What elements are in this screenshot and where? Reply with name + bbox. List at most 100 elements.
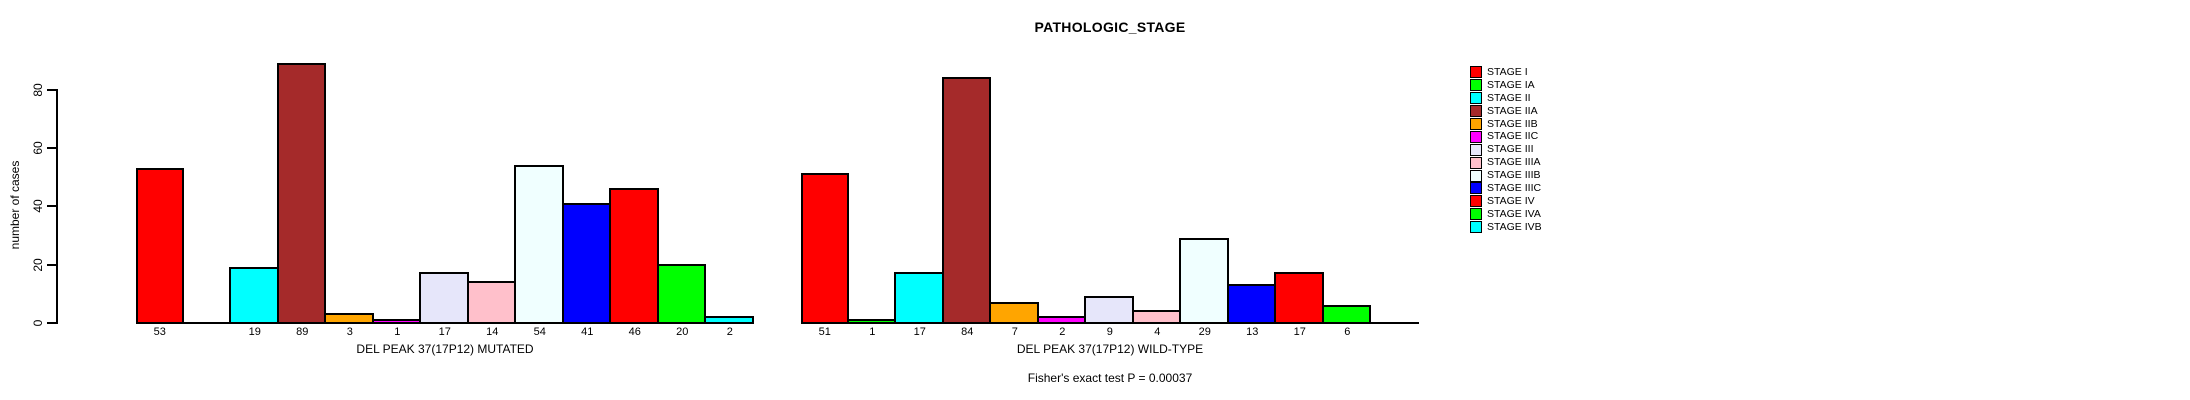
legend-item-stage-iib: STAGE IIB <box>1470 118 1542 131</box>
bar-stage-iia-mutated <box>276 63 326 324</box>
bar-value-label-stage-i-wild-type: 51 <box>818 326 831 338</box>
bar-value-label-stage-iib-mutated: 3 <box>346 326 353 338</box>
bar-stage-i-wild-type <box>801 173 849 324</box>
bar-stage-iib-mutated <box>324 313 374 324</box>
bar-stage-iib-wild-type <box>989 302 1039 324</box>
fisher-test-annotation: Fisher's exact test P = 0.00037 <box>1027 371 1193 385</box>
legend-swatch-stage-iva <box>1470 208 1482 221</box>
bar-value-label-stage-iiib-mutated: 54 <box>533 326 546 338</box>
legend-item-stage-iii: STAGE III <box>1470 143 1542 156</box>
legend-swatch-stage-ia <box>1470 79 1482 92</box>
legend-label-stage-iib: STAGE IIB <box>1487 117 1538 130</box>
legend-item-stage-iiia: STAGE IIIA <box>1470 156 1542 169</box>
y-tick-label-20: 20 <box>31 258 45 272</box>
bar-value-label-stage-iic-wild-type: 2 <box>1059 326 1066 338</box>
legend-swatch-stage-iv <box>1470 195 1482 208</box>
bar-value-label-stage-iia-mutated: 89 <box>296 326 309 338</box>
legend-swatch-stage-ivb <box>1470 221 1482 234</box>
bar-stage-ivb-mutated <box>704 316 754 324</box>
y-axis-line <box>56 89 58 324</box>
chart-title: PATHOLOGIC_STAGE <box>1034 19 1186 35</box>
bar-stage-iia-wild-type <box>941 77 991 324</box>
y-axis-label: number of cases <box>8 160 22 250</box>
bar-value-label-stage-iv-wild-type: 17 <box>1293 326 1306 338</box>
y-tick-60 <box>47 147 56 149</box>
y-tick-label-60: 60 <box>31 141 45 155</box>
bar-stage-iiia-mutated <box>466 281 516 324</box>
bar-stage-iv-wild-type <box>1274 272 1324 324</box>
bar-stage-ii-wild-type <box>894 272 944 324</box>
bar-value-label-stage-ivb-mutated: 2 <box>726 326 733 338</box>
legend-swatch-stage-iiib <box>1470 169 1482 182</box>
legend-label-stage-iiib: STAGE IIIB <box>1487 169 1541 182</box>
bar-value-label-stage-ii-wild-type: 17 <box>913 326 926 338</box>
bar-stage-iiic-mutated <box>561 203 611 324</box>
y-tick-label-80: 80 <box>31 83 45 97</box>
bar-stage-iiib-wild-type <box>1179 238 1229 324</box>
legend-item-stage-i: STAGE I <box>1470 66 1542 79</box>
bar-stage-i-mutated <box>136 168 184 324</box>
legend-swatch-stage-iiic <box>1470 182 1482 195</box>
legend-label-stage-iv: STAGE IV <box>1487 194 1535 207</box>
bar-value-label-stage-ia-wild-type: 1 <box>869 326 876 338</box>
legend-label-stage-iii: STAGE III <box>1487 143 1534 156</box>
bar-stage-ia-wild-type <box>846 319 896 324</box>
bar-value-label-stage-iia-wild-type: 84 <box>961 326 974 338</box>
y-tick-label-40: 40 <box>31 199 45 213</box>
x-axis-label-wild-type: DEL PEAK 37(17P12) WILD-TYPE <box>1016 342 1204 356</box>
legend-item-stage-iva: STAGE IVA <box>1470 208 1542 221</box>
legend-label-stage-i: STAGE I <box>1487 66 1528 78</box>
legend-item-stage-iv: STAGE IV <box>1470 195 1542 208</box>
bar-value-label-stage-iiib-wild-type: 29 <box>1198 326 1211 338</box>
legend-label-stage-iiic: STAGE IIIC <box>1487 182 1542 195</box>
y-tick-20 <box>47 264 56 266</box>
bar-value-label-stage-iiia-mutated: 14 <box>486 326 499 338</box>
legend-item-stage-ii: STAGE II <box>1470 92 1542 105</box>
bar-value-label-stage-iii-mutated: 17 <box>438 326 451 338</box>
legend-swatch-stage-iii <box>1470 143 1482 156</box>
legend: STAGE I STAGE IA STAGE II STAGE IIA STAGE II… <box>1470 66 1542 234</box>
bar-stage-iii-wild-type <box>1084 296 1134 324</box>
legend-label-stage-ii: STAGE II <box>1487 91 1531 104</box>
y-tick-label-0: 0 <box>31 319 45 327</box>
legend-label-stage-iva: STAGE IVA <box>1487 207 1541 220</box>
bar-stage-iva-mutated <box>656 264 706 324</box>
legend-item-stage-iia: STAGE IIA <box>1470 105 1542 118</box>
bar-value-label-stage-iiic-mutated: 41 <box>581 326 594 338</box>
legend-label-stage-iiia: STAGE IIIA <box>1487 156 1541 169</box>
bar-value-label-stage-ii-mutated: 19 <box>248 326 261 338</box>
bar-stage-iv-mutated <box>609 188 659 324</box>
bar-value-label-stage-iic-mutated: 1 <box>394 326 401 338</box>
y-tick-0 <box>47 322 56 324</box>
legend-swatch-stage-iib <box>1470 118 1482 130</box>
bar-value-label-stage-iiic-wild-type: 13 <box>1246 326 1259 338</box>
legend-item-stage-ivb: STAGE IVB <box>1470 221 1542 234</box>
bar-stage-iiib-mutated <box>514 165 564 324</box>
legend-swatch-stage-iic <box>1470 130 1482 143</box>
legend-swatch-stage-i <box>1470 66 1482 79</box>
legend-label-stage-ivb: STAGE IVB <box>1487 220 1542 233</box>
y-tick-40 <box>47 205 56 207</box>
legend-label-stage-iic: STAGE IIC <box>1487 130 1539 143</box>
legend-item-stage-iiic: STAGE IIIC <box>1470 182 1542 195</box>
bar-value-label-stage-iva-wild-type: 6 <box>1344 326 1351 338</box>
bar-stage-ii-mutated <box>229 267 279 324</box>
legend-item-stage-iiib: STAGE IIIB <box>1470 169 1542 182</box>
bar-value-label-stage-iib-wild-type: 7 <box>1011 326 1018 338</box>
bar-value-label-stage-iv-mutated: 46 <box>628 326 641 338</box>
legend-label-stage-iia: STAGE IIA <box>1487 104 1538 117</box>
bar-value-label-stage-i-mutated: 53 <box>153 326 166 338</box>
legend-label-stage-ia: STAGE IA <box>1487 78 1535 91</box>
bar-value-label-stage-iii-wild-type: 9 <box>1106 326 1113 338</box>
bar-value-label-stage-iva-mutated: 20 <box>676 326 689 338</box>
legend-swatch-stage-iia <box>1470 105 1482 118</box>
bar-stage-iva-wild-type <box>1321 305 1371 324</box>
y-tick-80 <box>47 89 56 91</box>
x-axis-label-mutated: DEL PEAK 37(17P12) MUTATED <box>356 342 534 356</box>
bar-stage-iiia-wild-type <box>1131 310 1181 324</box>
bar-stage-iii-mutated <box>419 272 469 324</box>
bar-stage-iic-mutated <box>371 319 421 324</box>
legend-item-stage-iic: STAGE IIC <box>1470 130 1542 143</box>
bar-stage-iic-wild-type <box>1036 316 1086 324</box>
